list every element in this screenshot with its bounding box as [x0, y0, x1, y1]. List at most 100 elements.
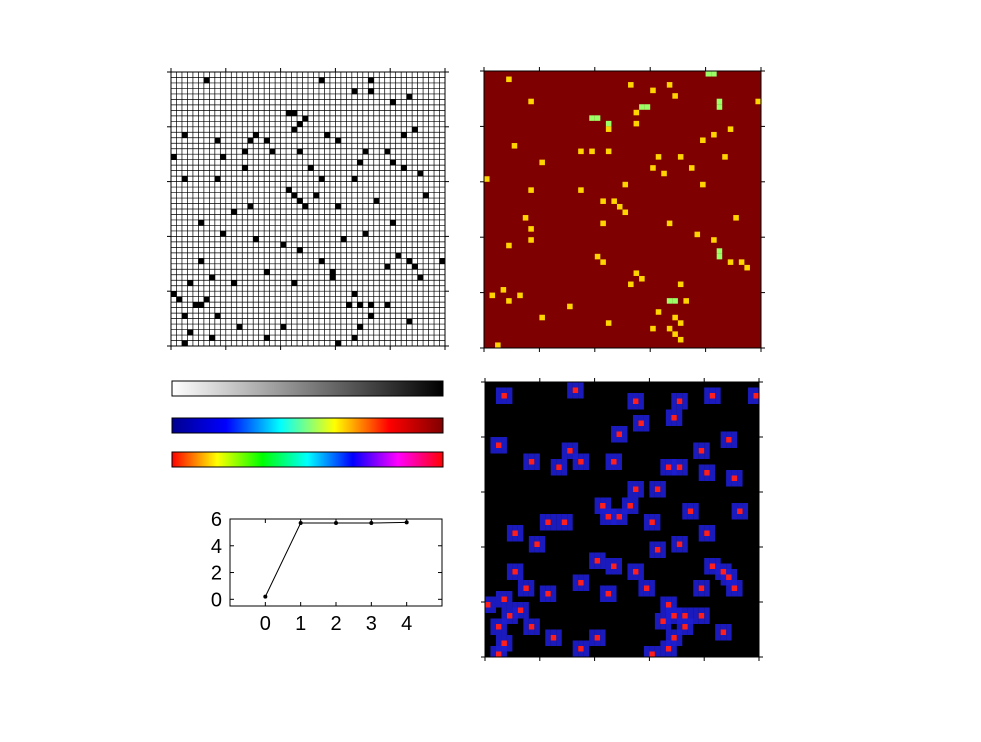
field-point — [633, 270, 640, 276]
halo-cell — [632, 563, 639, 569]
halo-cell — [490, 618, 496, 624]
halo-cell — [726, 481, 732, 487]
occupied-cell — [291, 192, 298, 199]
halo-cell — [578, 387, 584, 393]
halo-cell — [693, 607, 699, 613]
halo-cell — [682, 404, 688, 410]
halo-cell — [671, 464, 677, 470]
field-point — [650, 325, 656, 332]
halo-cell — [561, 453, 568, 459]
occupied-cell — [406, 318, 413, 325]
halo-cell — [495, 448, 502, 454]
halo-cell — [583, 585, 590, 591]
halo-cell — [632, 503, 639, 509]
halo-cell — [523, 629, 529, 635]
occupied-cell — [390, 159, 396, 166]
occupied-cell — [329, 274, 336, 281]
halo-cell — [731, 580, 738, 586]
colorbar-jet — [171, 417, 444, 434]
halo-cell — [501, 635, 507, 641]
halo-cell — [715, 574, 721, 580]
halo-cell — [693, 442, 699, 448]
field-point — [694, 231, 701, 238]
halo-cell — [742, 514, 749, 520]
halo-cell — [726, 563, 732, 569]
halo-cell — [638, 415, 644, 421]
halo-cell — [583, 651, 590, 657]
x-tick-label: 4 — [401, 613, 412, 635]
halo-cell — [616, 519, 622, 525]
halo-cell — [550, 519, 557, 525]
halo-cell — [600, 591, 606, 597]
halo-cell — [528, 541, 535, 547]
halo-cell — [671, 547, 677, 553]
field-point — [528, 226, 534, 232]
halo-cell — [627, 398, 633, 404]
halo-cell — [517, 585, 524, 591]
halo-cell — [561, 464, 568, 470]
halo-cell — [643, 415, 650, 421]
halo-cell — [528, 547, 535, 553]
halo-cell — [512, 618, 518, 624]
halo-cell — [495, 646, 502, 652]
halo-cell — [704, 453, 710, 459]
halo-cell — [638, 486, 644, 492]
halo-cell — [632, 426, 639, 432]
center-cell — [572, 387, 579, 393]
halo-cell — [660, 596, 666, 602]
halo-cell — [490, 437, 496, 443]
colorbars — [171, 380, 444, 468]
halo-cell — [572, 640, 579, 646]
halo-cell — [523, 602, 529, 608]
halo-cell — [572, 580, 579, 586]
center-cell — [600, 503, 606, 509]
colorbar-hsv — [171, 451, 444, 468]
center-cell — [605, 514, 612, 520]
occupied-cell — [417, 274, 424, 281]
halo-cell — [534, 629, 540, 635]
halo-cell — [501, 629, 507, 635]
halo-cell — [622, 431, 628, 437]
halo-cell — [501, 618, 507, 624]
halo-cell — [731, 591, 738, 597]
halo-cell — [523, 618, 529, 624]
halo-cell — [545, 514, 551, 520]
halo-cell — [676, 415, 683, 421]
field-point — [517, 292, 523, 299]
halo-cell — [632, 415, 639, 421]
occupied-cell — [253, 236, 259, 243]
halo-cell — [660, 651, 666, 657]
field-point — [506, 76, 512, 83]
halo-cell — [682, 508, 688, 514]
halo-cell — [534, 453, 540, 459]
occupied-cell — [313, 192, 320, 199]
center-cell — [671, 613, 677, 619]
halo-cell — [698, 618, 705, 624]
halo-cell — [627, 563, 633, 569]
halo-cell — [632, 508, 639, 514]
halo-cell — [704, 569, 710, 575]
halo-cell — [720, 635, 727, 641]
halo-cell — [643, 591, 650, 597]
halo-cell — [506, 393, 513, 399]
halo-cell — [594, 503, 601, 509]
halo-cell — [687, 613, 694, 619]
halo-cell — [572, 585, 579, 591]
halo-cell — [638, 569, 644, 575]
x-tick-label: 0 — [260, 613, 271, 635]
halo-cell — [605, 459, 612, 465]
halo-cell — [698, 525, 705, 531]
occupied-cell — [280, 241, 287, 248]
field-point — [650, 87, 656, 94]
halo-cell — [539, 596, 546, 602]
halo-cell — [693, 448, 699, 454]
halo-cell — [665, 640, 672, 646]
halo-cell — [490, 596, 496, 602]
occupied-cell — [439, 258, 446, 265]
field-point — [506, 242, 512, 249]
halo-cell — [605, 519, 612, 525]
data-point — [263, 594, 268, 599]
occupied-cell — [329, 269, 336, 276]
occupied-cell — [412, 263, 418, 270]
center-cell — [578, 459, 584, 465]
